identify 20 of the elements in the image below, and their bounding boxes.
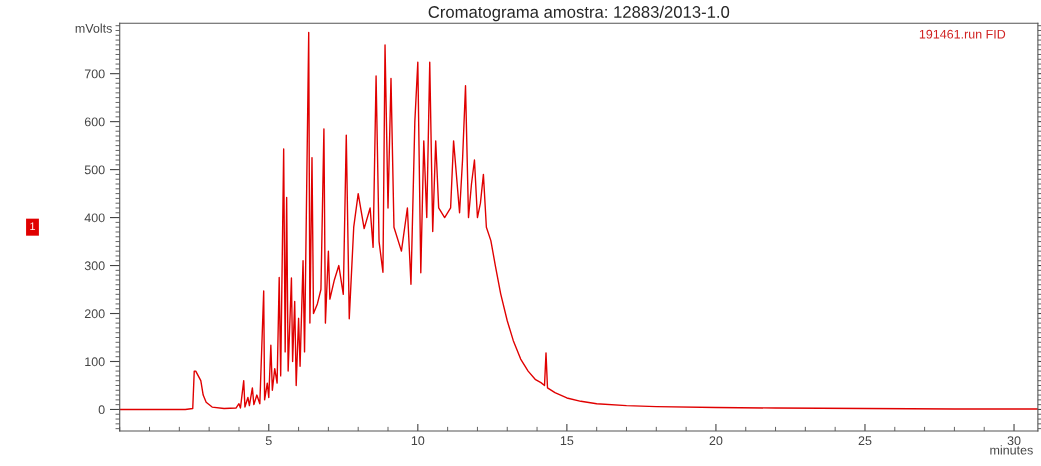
x-tick-label: 5 xyxy=(265,436,272,446)
y-tick-label: 600 xyxy=(84,117,105,127)
x-tick-label: 30 xyxy=(1007,436,1021,446)
y-tick-label: 0 xyxy=(98,405,105,415)
chart-title: Cromatograma amostra: 12883/2013-1.0 xyxy=(428,5,730,22)
x-axis-title: minutes xyxy=(990,445,1033,455)
annotation: 191461.run FID xyxy=(919,29,1006,39)
y-tick-label: 200 xyxy=(84,309,105,319)
y-tick-label: 500 xyxy=(84,165,105,175)
y-tick-label: 100 xyxy=(85,357,105,367)
y-tick-label: 700 xyxy=(84,69,105,79)
y-axis-title: mVolts xyxy=(75,23,112,33)
line-series xyxy=(119,31,1038,411)
x-tick-label: 10 xyxy=(411,436,425,446)
y-tick-label: 300 xyxy=(84,261,105,271)
y-tick-label: 400 xyxy=(84,213,105,223)
x-tick-label: 15 xyxy=(560,436,574,446)
text: 1 xyxy=(30,222,36,231)
x-tick-label: 20 xyxy=(709,436,723,446)
x-tick-label: 25 xyxy=(858,436,872,446)
